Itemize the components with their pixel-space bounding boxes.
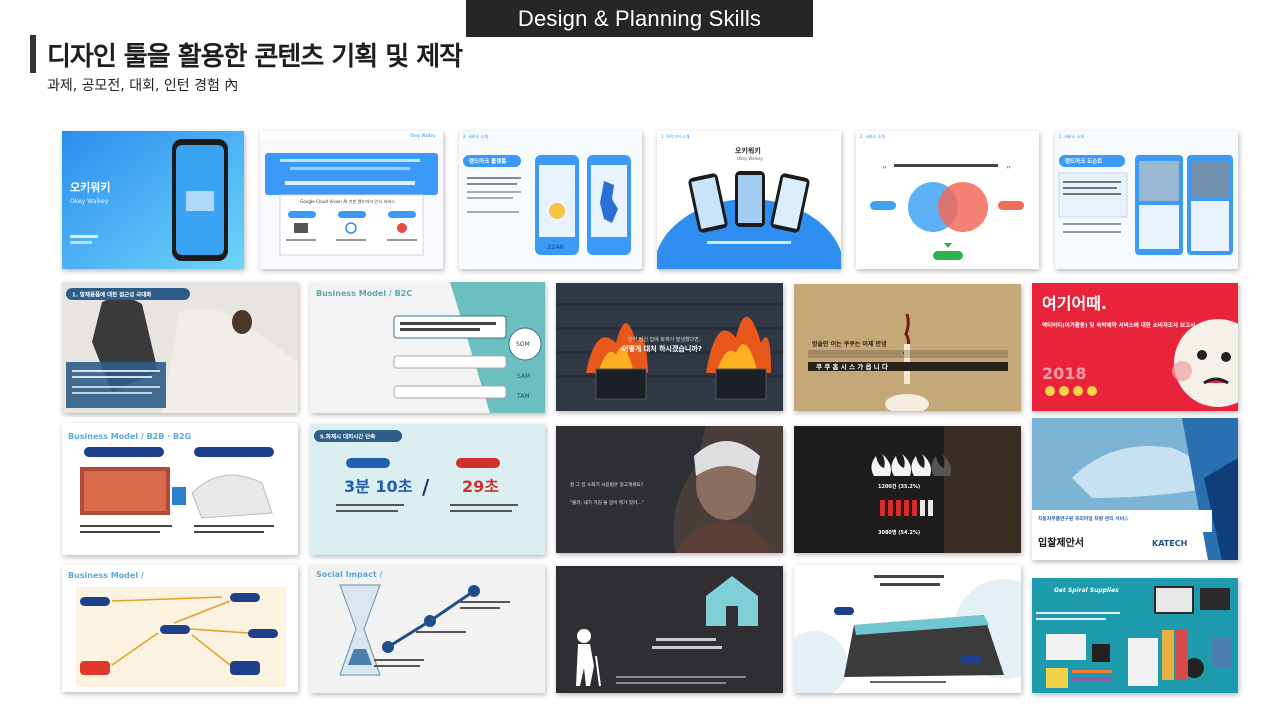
slide-title: 랜드마크 도슨트: [1065, 157, 1102, 165]
svg-text:“: “: [882, 165, 887, 176]
slide-title: Business Model /: [68, 571, 144, 580]
slide-line-1: 방솥만 이는 쿠쿠는 이제 안녕: [812, 340, 887, 348]
title-accent-bar: [30, 35, 36, 73]
slide-thumbnail-venn[interactable]: 2. 서비스 소개 “ ”: [856, 131, 1039, 269]
slide-title: 오키워키: [735, 146, 761, 155]
slide-stat-2: 3080명 (54.2%): [878, 529, 920, 536]
slide-thumbnail-extinguisher-question[interactable]: 잘 그 집 소화기 사용법은 알고계세요? "몰라, 내가 거길 쓸 일이 뭐가…: [556, 426, 783, 553]
slide-line-2: 어떻게 대처 하시겠습니까?: [622, 344, 702, 353]
slide-line-1: 만약 당신 집에 화재가 발생했다면,: [628, 336, 701, 343]
slide-right-value: 29초: [462, 477, 499, 496]
slide-thumbnail-fireproof-plan[interactable]: [794, 565, 1021, 693]
slide-title: 5.화재시 대피시간 단축: [320, 433, 375, 441]
slide-thumbnail-social-impact[interactable]: Social Impact /: [310, 565, 545, 693]
slide-thumbnail-disaster-access[interactable]: 1. 방재용품에 대한 접근성 극대화: [62, 282, 298, 413]
svg-text:/: /: [422, 475, 430, 499]
slide-value: 3240: [547, 244, 564, 251]
slide-title: 1. 방재용품에 대한 접근성 극대화: [72, 291, 151, 299]
slide-thumbnail-elderly-home[interactable]: [556, 566, 783, 693]
slide-stat-1: 1200건 (35.2%): [878, 483, 920, 490]
slide-thumbnail-landmark-docent[interactable]: 2. 서비스 소개 랜드마크 도슨트: [1055, 131, 1238, 269]
slide-line-2: 쿠 쿠 홈 시 스 가 옵 니 다: [816, 362, 888, 371]
slide-thumbnail-evacuation-time[interactable]: 5.화재시 대피시간 단축 3분 10초 / 29초: [310, 424, 545, 555]
slide-title: Social Impact /: [316, 570, 382, 579]
slide-title: Business Model / B2C: [316, 289, 412, 298]
page-title: 디자인 툴을 활용한 콘텐츠 기획 및 제작: [47, 42, 463, 72]
tam-label: TAM: [516, 393, 529, 400]
slide-thumbnail-business-model-b2c[interactable]: Business Model / B2C SOM SAM TAM: [310, 282, 545, 413]
slide-subtitle: Okey Walkey: [70, 198, 109, 205]
section-banner: Design & Planning Skills: [466, 0, 813, 37]
slide-left-value: 3분 10초: [344, 477, 413, 496]
slide-line-2: "몰라, 내가 거길 쓸 일이 뭐가 있어...": [570, 499, 644, 506]
slide-title: Get Spiral Supplies: [1054, 587, 1119, 594]
slide-header: 1. 아이디어 소개: [661, 133, 690, 139]
slide-thumbnail-katech-proposal[interactable]: 자동차부품연구원 프리미엄 차량 관리 서비스 입찰제안서 KATECH: [1032, 418, 1238, 560]
slide-thumbnail-business-model-b2b[interactable]: Business Model / B2B · B2G: [62, 423, 298, 555]
slide-thumbnail-cuckoo[interactable]: 방솥만 이는 쿠쿠는 이제 안녕 쿠 쿠 홈 시 스 가 옵 니 다: [794, 284, 1021, 411]
slide-logo: KATECH: [1152, 539, 1187, 548]
slide-text: 액티비티(여가활동) 및 숙박예약 서비스에 대한 소비자조사 보고서: [1042, 321, 1195, 329]
slide-thumbnail-business-model-cycle[interactable]: Business Model /: [62, 565, 298, 692]
slide-header: 2. 서비스 소개: [463, 133, 488, 139]
slide-thumbnail-fire-statistics[interactable]: 1200건 (35.2%) 3080명 (54.2%): [794, 426, 1021, 553]
som-label: SOM: [516, 341, 530, 348]
slide-header: 2. 서비스 소개: [1059, 133, 1084, 139]
slide-thumbnail-fire-question[interactable]: 만약 당신 집에 화재가 발생했다면, 어떻게 대처 하시겠습니까?: [556, 283, 783, 411]
slide-thumbnail-vision-ai[interactable]: Okey Walkey Google Cloud Vision AI 기반 랜드…: [260, 131, 443, 269]
slide-thumbnail-yeogi-report[interactable]: 여기어때. 액티비티(여가활동) 및 숙박예약 서비스에 대한 소비자조사 보고…: [1032, 283, 1238, 411]
slide-caption: Google Cloud Vision AI 기반 랜드마크 인식 서비스: [300, 198, 395, 205]
slide-logo: 여기어때.: [1042, 294, 1107, 313]
slide-title: Business Model / B2B · B2G: [68, 432, 191, 441]
svg-text:”: ”: [1006, 165, 1011, 176]
slide-title: 입찰제안서: [1038, 536, 1084, 549]
slide-year: 2018: [1042, 364, 1087, 383]
slide-thumbnail-spiral-supplies[interactable]: Get Spiral Supplies: [1032, 578, 1238, 693]
page-subtitle: 과제, 공모전, 대회, 인턴 경험 內: [47, 78, 239, 94]
slide-line-1: 잘 그 집 소화기 사용법은 알고계세요?: [570, 481, 644, 488]
slide-thumbnail-okey-phones[interactable]: 1. 아이디어 소개 오키워키 Okey Walkey: [657, 131, 841, 269]
slide-title: 오키워키: [70, 180, 110, 194]
slide-text: 자동차부품연구원 프리미엄 차량 관리 서비스: [1038, 515, 1129, 522]
slide-header: Okey Walkey: [410, 133, 436, 138]
slide-thumbnail-landmark-platform[interactable]: 2. 서비스 소개 랜드마크 플랫폼 3240: [459, 131, 642, 269]
slide-title: 랜드마크 플랫폼: [469, 157, 506, 165]
sam-label: SAM: [517, 373, 530, 380]
slide-subtitle: Okey Walkey: [737, 156, 763, 161]
slide-thumbnail-okey-cover[interactable]: 오키워키 Okey Walkey: [62, 131, 244, 269]
slide-header: 2. 서비스 소개: [860, 133, 885, 139]
